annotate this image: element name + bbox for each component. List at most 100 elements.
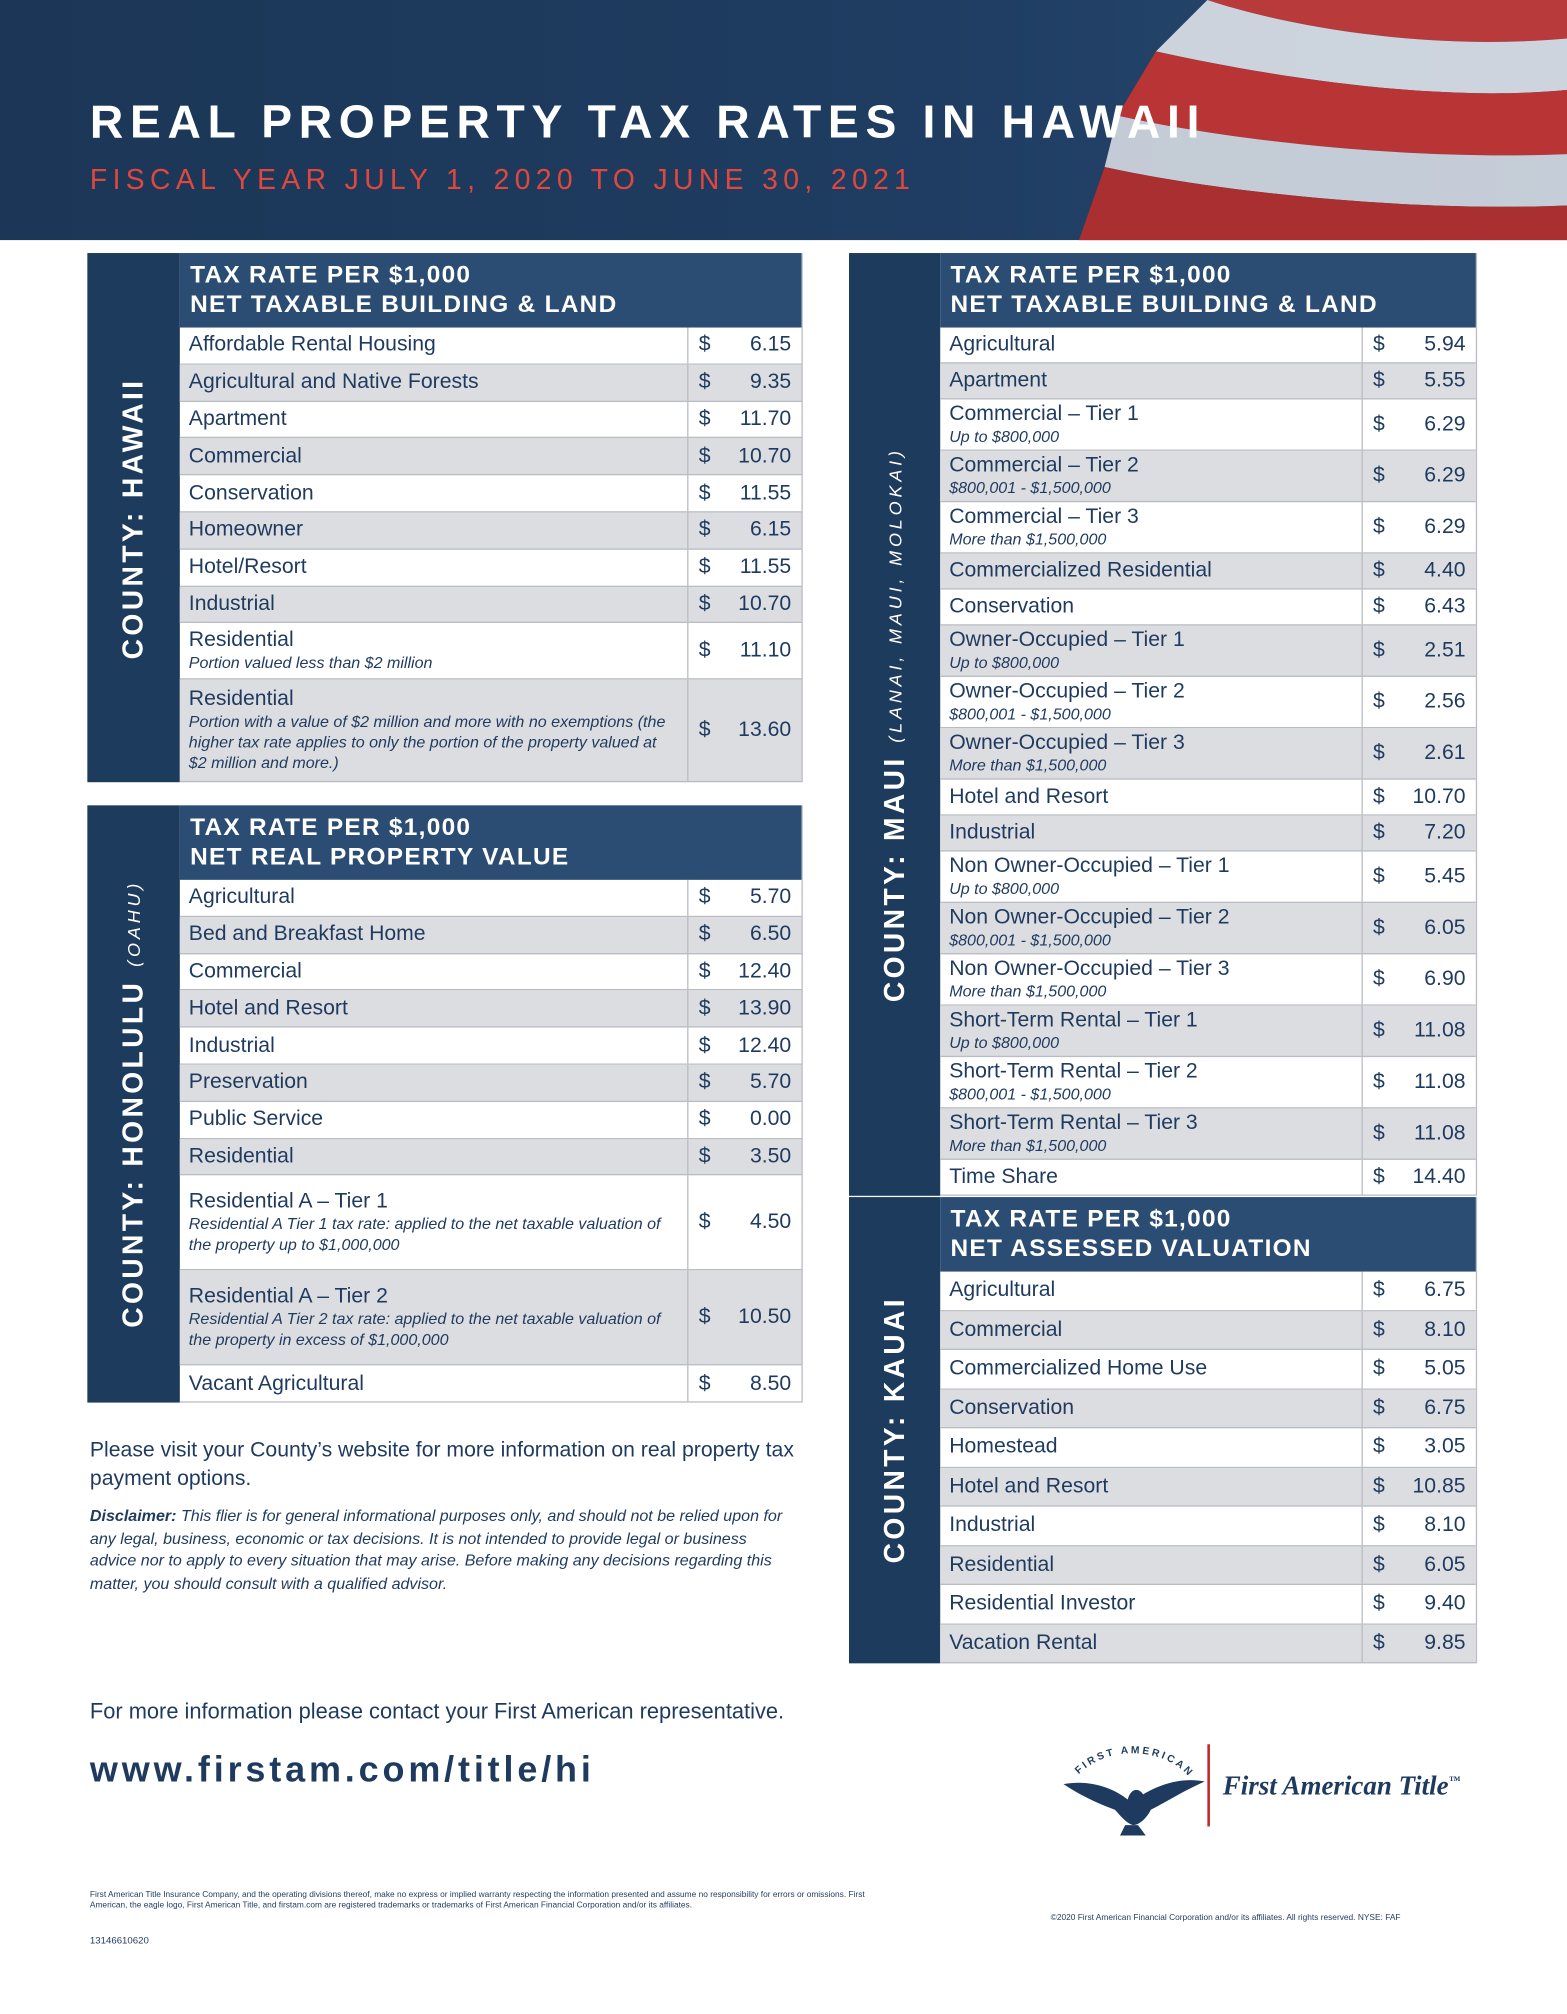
- logo-divider: [1207, 1744, 1210, 1827]
- rate: 11.08: [1414, 1018, 1466, 1042]
- table-row: Agricultural and Native Forests $9.35: [179, 364, 802, 402]
- row-label: Residential: [188, 1144, 294, 1168]
- currency: $: [1373, 1121, 1385, 1145]
- rate: 5.45: [1424, 864, 1466, 888]
- row-label: Short-Term Rental – Tier 2: [949, 1059, 1198, 1083]
- currency: $: [1373, 1552, 1385, 1576]
- rate: 10.70: [738, 592, 792, 616]
- row-note: Up to $800,000: [949, 879, 1060, 898]
- currency: $: [698, 518, 711, 542]
- county-sub: (LANAI, MAUI, MOLOKAI): [884, 446, 905, 743]
- row-label: Non Owner-Occupied – Tier 1: [949, 854, 1230, 878]
- county-block: COUNTY: HAWAII TAX RATE PER $1,000 NET TAX…: [87, 253, 803, 783]
- currency: $: [1373, 741, 1385, 765]
- row-label: Bed and Breakfast Home: [188, 922, 426, 946]
- table-row: Apartment $5.55: [940, 363, 1476, 400]
- row-label: Commercialized Residential: [949, 558, 1212, 582]
- rate: 5.70: [749, 1070, 792, 1094]
- rate: 6.75: [1424, 1395, 1466, 1419]
- row-label-cell: Hotel/Resort: [180, 549, 689, 586]
- rate: 0.00: [749, 1107, 792, 1131]
- currency: $: [698, 959, 711, 983]
- row-label-cell: Industrial: [940, 815, 1363, 851]
- heading-line: NET ASSESSED VALUATION: [950, 1235, 1312, 1263]
- row-note: More than $1,500,000: [949, 982, 1107, 1001]
- table-row: Short-Term Rental – Tier 3 More than $1,5…: [940, 1108, 1476, 1160]
- table-row: Agricultural $6.75: [940, 1271, 1476, 1311]
- table-row: Agricultural $5.70: [179, 879, 802, 917]
- table-row: Residential A – Tier 2 Residential A Tier…: [179, 1270, 802, 1366]
- table: TAX RATE PER $1,000 NET TAXABLE BUILDING …: [179, 253, 803, 783]
- row-label-cell: Owner-Occupied – Tier 1 Up to $800,000: [940, 625, 1363, 676]
- currency: $: [698, 555, 711, 579]
- row-label: Hotel and Resort: [188, 996, 348, 1020]
- rate: 6.15: [749, 333, 792, 357]
- rate: 9.35: [749, 370, 792, 394]
- rate: 11.55: [739, 555, 792, 579]
- county-name: COUNTY: KAUAI: [877, 1296, 911, 1564]
- rate: 6.90: [1424, 967, 1466, 991]
- row-label: Commercialized Home Use: [949, 1356, 1208, 1380]
- row-label-cell: Industrial: [180, 586, 689, 623]
- row-label-cell: Owner-Occupied – Tier 2 $800,001 - $1,500…: [940, 676, 1363, 727]
- row-note: More than $1,500,000: [949, 756, 1107, 775]
- contact: For more information please contact your…: [89, 1699, 785, 1724]
- row-label: Public Service: [188, 1107, 324, 1131]
- row-label-cell: Commercialized Residential: [940, 553, 1363, 589]
- rate: 10.50: [738, 1305, 792, 1329]
- row-label: Commercial: [949, 1317, 1063, 1341]
- currency: $: [698, 481, 711, 505]
- table-row: Non Owner-Occupied – Tier 1 Up to $800,00…: [940, 851, 1476, 903]
- row-label: Residential A – Tier 2: [188, 1284, 388, 1309]
- row-label: Residential A – Tier 1: [188, 1189, 388, 1213]
- rate: 11.08: [1414, 1069, 1466, 1094]
- row-label-cell: Residential A – Tier 1 Residential A Tier…: [180, 1175, 689, 1270]
- table-heading: TAX RATE PER $1,000 NET REAL PROPERTY VAL…: [179, 805, 802, 880]
- row-label-cell: Short-Term Rental – Tier 3 More than $1,5…: [940, 1108, 1363, 1159]
- row-label: Short-Term Rental – Tier 1: [949, 1008, 1198, 1032]
- currency: $: [1373, 638, 1385, 662]
- row-label-cell: Industrial: [940, 1506, 1363, 1545]
- row-note: $800,001 - $1,500,000: [949, 479, 1111, 498]
- table-row: Commercial $8.10: [940, 1310, 1476, 1350]
- county-name: COUNTY: HAWAII: [116, 377, 149, 659]
- row-label: Agricultural: [188, 885, 295, 909]
- rate: 14.40: [1412, 1164, 1466, 1189]
- logo-arc: FIRST AMERICAN: [1073, 1745, 1195, 1780]
- row-label-cell: Non Owner-Occupied – Tier 3 More than $1,…: [940, 954, 1363, 1005]
- row-label-cell: Hotel and Resort: [180, 990, 689, 1027]
- currency: $: [1373, 594, 1385, 618]
- currency: $: [698, 592, 711, 616]
- rate: 5.70: [749, 885, 792, 909]
- row-label-cell: Non Owner-Occupied – Tier 1 Up to $800,00…: [940, 851, 1363, 902]
- row-label-cell: Residential Portion valued less than $2 m…: [180, 623, 689, 679]
- row-label-cell: Residential: [940, 1545, 1363, 1584]
- currency: $: [1373, 1069, 1385, 1094]
- row-note: More than $1,500,000: [949, 1136, 1107, 1155]
- row-label-cell: Residential Investor: [940, 1584, 1363, 1623]
- rate: 2.61: [1424, 741, 1466, 765]
- row-label-cell: Conservation: [940, 1389, 1363, 1428]
- table-heading: TAX RATE PER $1,000 NET ASSESSED VALUATIO…: [940, 1197, 1476, 1272]
- county-block: COUNTY: KAUAI TAX RATE PER $1,000 NET ASSE…: [849, 1197, 1478, 1664]
- rate: 6.05: [1424, 915, 1466, 939]
- table-row: Commercial – Tier 3 More than $1,500,000 $…: [940, 502, 1476, 554]
- row-label: Residential: [949, 1552, 1055, 1576]
- row-label: Hotel and Resort: [949, 784, 1109, 808]
- logo-tm: ™: [1448, 1773, 1461, 1787]
- currency: $: [698, 1305, 711, 1329]
- row-label-cell: Bed and Breakfast Home: [180, 916, 689, 953]
- row-label-cell: Residential A – Tier 2 Residential A Tier…: [180, 1270, 689, 1365]
- currency: $: [698, 370, 711, 394]
- county-block: COUNTY: HONOLULU (OAHU) TAX RATE PER $1,00…: [87, 805, 803, 1403]
- rate: 9.40: [1424, 1591, 1466, 1615]
- county-bar: COUNTY: KAUAI: [849, 1197, 941, 1664]
- row-label: Industrial: [949, 820, 1036, 844]
- row-label-cell: Affordable Rental Housing: [180, 327, 689, 364]
- row-label: Commercial: [188, 959, 302, 983]
- table-row: Vacation Rental $9.85: [940, 1624, 1476, 1664]
- row-label: Commercial: [188, 444, 302, 468]
- table: TAX RATE PER $1,000 NET REAL PROPERTY VAL…: [179, 805, 803, 1403]
- currency: $: [1373, 1317, 1385, 1341]
